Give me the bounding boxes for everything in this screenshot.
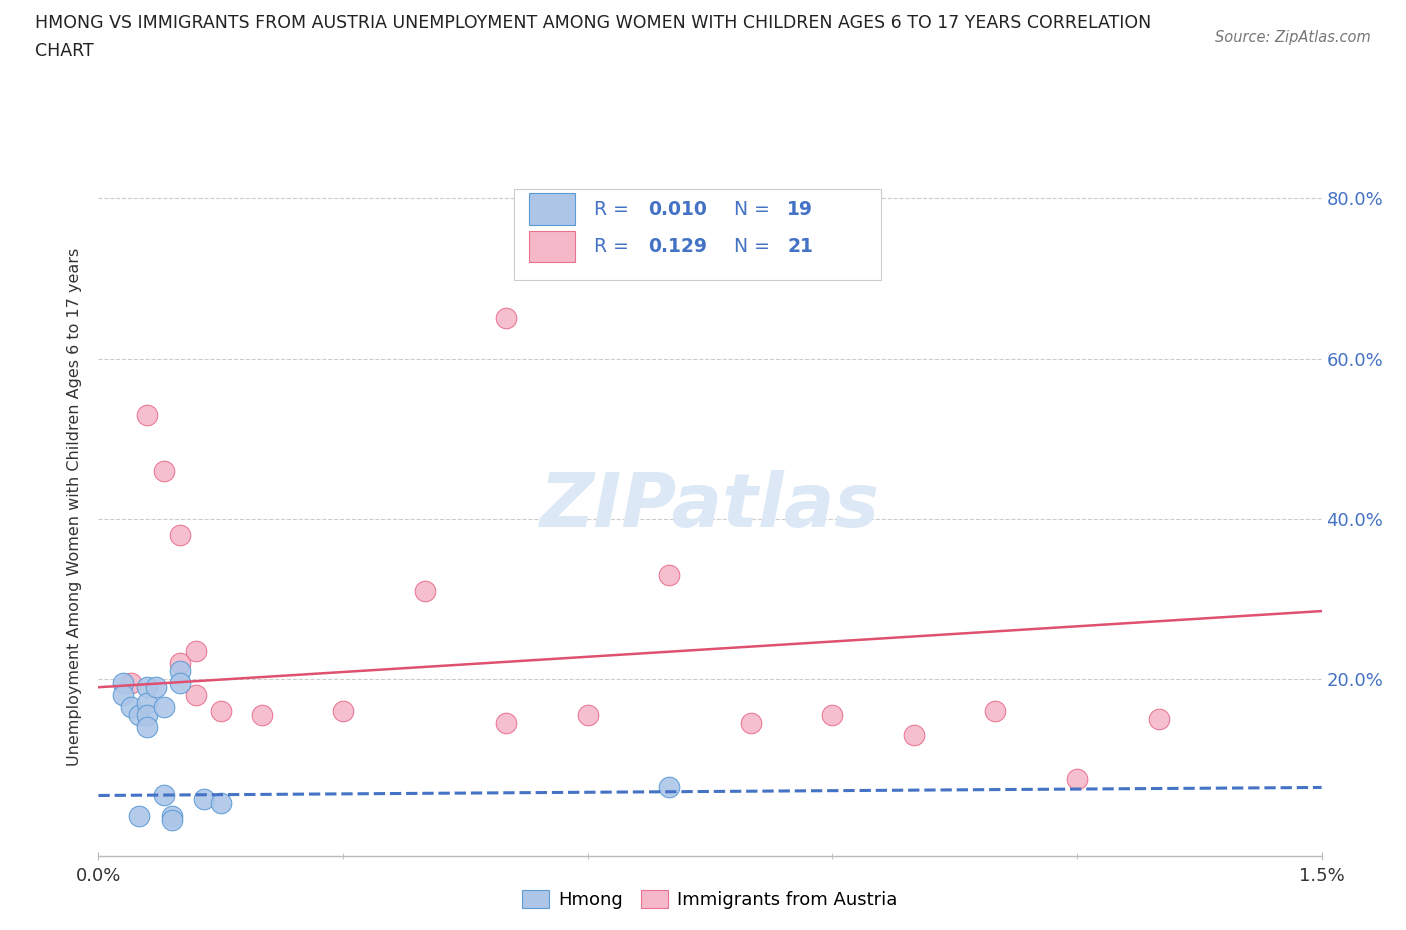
Point bbox=[111, 676, 134, 691]
Legend: Hmong, Immigrants from Austria: Hmong, Immigrants from Austria bbox=[515, 883, 905, 916]
Point bbox=[209, 796, 232, 811]
Point bbox=[413, 584, 436, 599]
Point bbox=[152, 700, 174, 715]
Point bbox=[1066, 772, 1088, 787]
Point bbox=[120, 700, 142, 715]
Point bbox=[658, 780, 681, 795]
Point bbox=[136, 708, 159, 723]
Point bbox=[169, 664, 191, 679]
Point bbox=[169, 656, 191, 671]
Point bbox=[152, 463, 174, 478]
Point bbox=[111, 688, 134, 703]
Point bbox=[136, 720, 159, 735]
Point bbox=[495, 716, 517, 731]
Text: 0.010: 0.010 bbox=[648, 200, 707, 219]
Point bbox=[658, 567, 681, 582]
Text: 19: 19 bbox=[787, 200, 813, 219]
FancyBboxPatch shape bbox=[529, 193, 575, 225]
Text: ZIPatlas: ZIPatlas bbox=[540, 471, 880, 543]
Point bbox=[209, 704, 232, 719]
Point bbox=[332, 704, 354, 719]
Point bbox=[250, 708, 273, 723]
Text: R =: R = bbox=[593, 237, 634, 256]
Text: 0.129: 0.129 bbox=[648, 237, 707, 256]
Point bbox=[495, 311, 517, 325]
Point bbox=[136, 407, 159, 422]
Text: CHART: CHART bbox=[35, 42, 94, 60]
Point bbox=[136, 680, 159, 695]
Point bbox=[740, 716, 762, 731]
Point bbox=[169, 676, 191, 691]
Point bbox=[984, 704, 1007, 719]
Text: N =: N = bbox=[734, 237, 776, 256]
Point bbox=[576, 708, 599, 723]
Point bbox=[128, 708, 150, 723]
Text: 21: 21 bbox=[787, 237, 813, 256]
Text: HMONG VS IMMIGRANTS FROM AUSTRIA UNEMPLOYMENT AMONG WOMEN WITH CHILDREN AGES 6 T: HMONG VS IMMIGRANTS FROM AUSTRIA UNEMPLO… bbox=[35, 14, 1152, 32]
Point bbox=[145, 680, 167, 695]
Point bbox=[152, 788, 174, 803]
Point bbox=[1147, 711, 1170, 726]
Point bbox=[186, 688, 208, 703]
FancyBboxPatch shape bbox=[515, 190, 882, 280]
Point bbox=[120, 676, 142, 691]
Point bbox=[821, 708, 844, 723]
Text: Source: ZipAtlas.com: Source: ZipAtlas.com bbox=[1215, 30, 1371, 45]
Point bbox=[169, 527, 191, 542]
Point bbox=[186, 644, 208, 658]
Point bbox=[136, 696, 159, 711]
Point bbox=[128, 808, 150, 823]
Text: N =: N = bbox=[734, 200, 776, 219]
FancyBboxPatch shape bbox=[529, 231, 575, 262]
Y-axis label: Unemployment Among Women with Children Ages 6 to 17 years: Unemployment Among Women with Children A… bbox=[67, 247, 83, 766]
Point bbox=[903, 728, 925, 743]
Point bbox=[160, 808, 183, 823]
Point bbox=[160, 812, 183, 827]
Point bbox=[193, 792, 215, 807]
Text: R =: R = bbox=[593, 200, 634, 219]
